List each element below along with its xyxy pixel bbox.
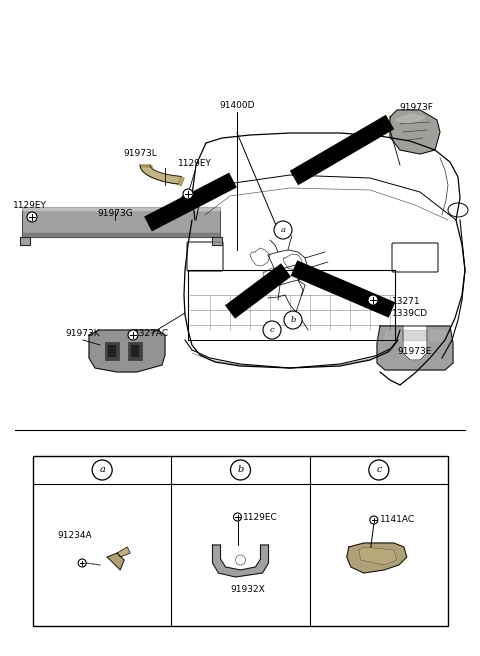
Polygon shape [20, 237, 30, 245]
Bar [22, 207, 220, 237]
Text: 91973K: 91973K [66, 329, 100, 338]
Circle shape [370, 516, 378, 524]
Circle shape [183, 189, 193, 199]
Bar [131, 345, 139, 357]
Text: 91234A: 91234A [57, 531, 92, 539]
Circle shape [78, 559, 86, 567]
Text: 91932X: 91932X [230, 586, 265, 594]
Text: 1339CD: 1339CD [392, 308, 428, 318]
Text: c: c [270, 326, 275, 334]
Bar [128, 342, 142, 360]
Polygon shape [117, 547, 130, 557]
Polygon shape [385, 330, 445, 340]
Circle shape [274, 221, 292, 239]
Text: 13271: 13271 [392, 298, 420, 306]
Polygon shape [178, 176, 184, 186]
Text: 1327AC: 1327AC [134, 329, 169, 337]
Circle shape [92, 460, 112, 480]
Bar [105, 342, 119, 360]
Circle shape [263, 321, 281, 339]
Polygon shape [89, 330, 165, 372]
Text: 91973F: 91973F [399, 104, 433, 112]
Text: a: a [280, 226, 286, 234]
Text: c: c [376, 466, 382, 474]
Text: 1129EC: 1129EC [242, 512, 277, 522]
Polygon shape [395, 114, 425, 124]
Text: 91973G: 91973G [97, 209, 133, 218]
Circle shape [27, 212, 37, 222]
Circle shape [236, 555, 245, 565]
Polygon shape [213, 545, 268, 577]
Circle shape [128, 330, 138, 340]
Text: 91400D: 91400D [219, 100, 255, 110]
Text: 1129EY: 1129EY [13, 201, 47, 209]
Polygon shape [212, 237, 222, 245]
Circle shape [284, 311, 302, 329]
Circle shape [233, 513, 241, 521]
Text: 1129EY: 1129EY [178, 159, 212, 167]
Circle shape [368, 295, 378, 305]
Polygon shape [22, 207, 220, 210]
Bar [108, 345, 116, 357]
Text: 1141AC: 1141AC [380, 516, 415, 525]
Text: 91973L: 91973L [123, 148, 157, 157]
Polygon shape [107, 553, 124, 570]
Polygon shape [347, 543, 407, 573]
Text: a: a [99, 466, 105, 474]
Polygon shape [140, 165, 153, 167]
Bar [33, 456, 448, 626]
Polygon shape [359, 547, 397, 565]
Text: b: b [290, 316, 296, 324]
Polygon shape [403, 326, 427, 360]
Polygon shape [390, 110, 440, 154]
Polygon shape [140, 165, 181, 184]
Polygon shape [22, 233, 220, 237]
Circle shape [369, 460, 389, 480]
Polygon shape [377, 326, 453, 370]
Text: b: b [238, 466, 244, 474]
Circle shape [230, 460, 251, 480]
Text: 91973E: 91973E [398, 348, 432, 356]
